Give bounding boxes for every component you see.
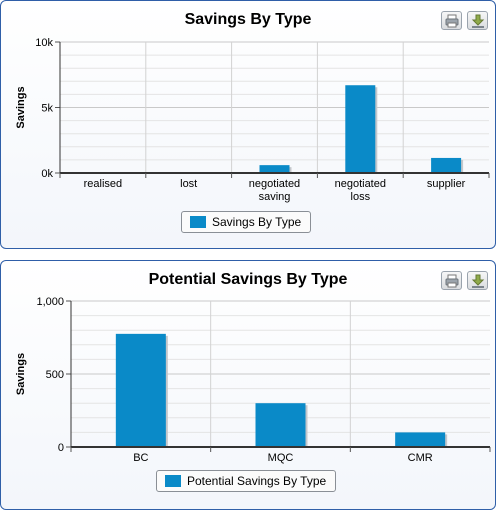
print-button[interactable] <box>441 271 462 290</box>
x-tick-label: negotiated <box>249 178 300 190</box>
x-tick-label: BC <box>133 452 148 464</box>
x-tick-label: saving <box>259 191 291 203</box>
bar <box>255 403 306 447</box>
y-tick-label: 0k <box>41 168 53 180</box>
legend-label: Potential Savings By Type <box>187 474 327 488</box>
x-tick-label: negotiated <box>335 178 386 190</box>
potential-savings-by-type-panel: Potential Savings By Type 0 500 1,000 BC MQC… <box>0 260 496 510</box>
y-tick-label: 5k <box>41 103 53 115</box>
chart-title: Potential Savings By Type <box>148 271 348 288</box>
y-tick-label: 500 <box>46 369 64 381</box>
y-tick-label: 10k <box>35 37 53 49</box>
legend[interactable]: Savings By Type <box>181 211 312 233</box>
print-icon <box>445 274 459 288</box>
x-tick-label: CMR <box>408 452 433 464</box>
y-axis-title: Savings <box>15 86 27 128</box>
x-tick-label: loss <box>351 191 371 203</box>
export-button[interactable] <box>467 11 488 30</box>
legend-swatch <box>190 216 206 228</box>
y-tick-label: 0 <box>58 442 64 454</box>
print-icon <box>445 14 459 28</box>
legend-label: Savings By Type <box>212 215 302 229</box>
x-tick-label: supplier <box>427 178 466 190</box>
print-button[interactable] <box>441 11 462 30</box>
x-tick-label: realised <box>84 178 123 190</box>
download-icon <box>471 274 485 288</box>
chart-title: Savings By Type <box>184 11 312 28</box>
potential-savings-by-type-chart: 0 500 1,000 BC MQC CMR Savings <box>15 296 491 464</box>
y-tick-label: 1,000 <box>36 296 64 308</box>
bar <box>259 165 290 173</box>
export-button[interactable] <box>467 271 488 290</box>
download-icon <box>471 14 485 28</box>
bar <box>431 157 462 173</box>
legend[interactable]: Potential Savings By Type <box>156 470 337 492</box>
legend-swatch <box>165 475 181 487</box>
bar <box>345 85 376 173</box>
bar <box>395 432 446 447</box>
x-tick-label: lost <box>180 178 197 190</box>
bar <box>115 333 166 447</box>
y-axis-title: Savings <box>15 353 27 395</box>
savings-by-type-panel: Savings By Type 0k 5k 10k realised lost negot… <box>0 0 496 249</box>
x-tick-label: MQC <box>268 452 294 464</box>
